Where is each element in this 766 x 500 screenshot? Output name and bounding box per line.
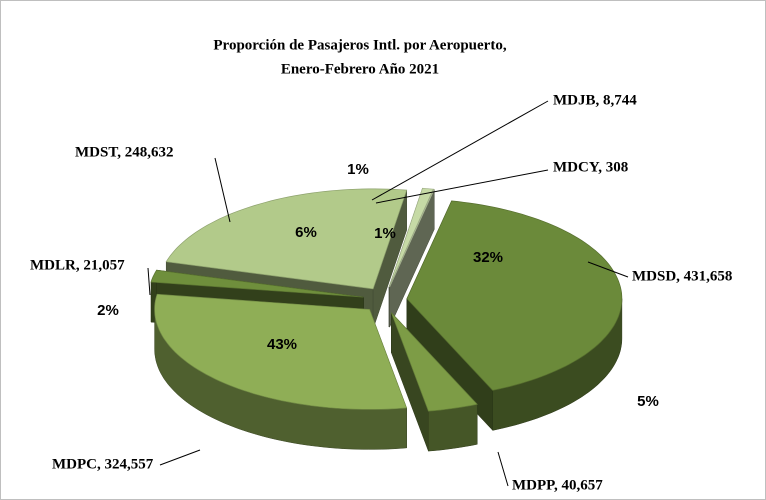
leader-line	[375, 169, 549, 204]
leader-line	[497, 451, 509, 487]
data-label: MDPC, 324,557	[52, 456, 154, 472]
slice	[154, 293, 408, 450]
data-label: MDCY, 308	[553, 159, 628, 175]
percent-label: 43%	[267, 336, 297, 353]
leader-line	[371, 100, 549, 201]
chart-title: Enero-Febrero Año 2021	[281, 61, 439, 77]
slice-top	[165, 188, 408, 290]
slice-top	[406, 200, 623, 391]
percent-label: 1%	[374, 225, 396, 242]
chart-title: Proporción de Pasajeros Intl. por Aeropu…	[213, 37, 506, 53]
leader-line	[587, 261, 629, 278]
leader-line	[214, 157, 231, 223]
slice-top	[154, 293, 408, 410]
slice-side	[428, 403, 478, 452]
data-label: MDPP, 40,657	[512, 477, 603, 493]
slice-top	[150, 269, 364, 298]
percent-label: 5%	[637, 393, 659, 410]
data-label: MDLR, 21,057	[30, 257, 125, 273]
leader-line	[147, 267, 151, 296]
slice	[390, 311, 478, 452]
leader-line	[159, 449, 201, 466]
data-label: MDST, 248,632	[75, 144, 173, 160]
percent-label: 32%	[473, 249, 503, 266]
slice-top	[390, 312, 478, 412]
data-label: MDSD, 431,658	[632, 268, 732, 284]
slice-top	[389, 188, 435, 288]
percent-label: 6%	[295, 224, 317, 241]
percent-label: 1%	[347, 161, 369, 178]
slice	[389, 188, 435, 328]
slice-top	[388, 187, 434, 288]
data-label: MDJB, 8,744	[553, 92, 637, 108]
percent-label: 2%	[97, 302, 119, 319]
